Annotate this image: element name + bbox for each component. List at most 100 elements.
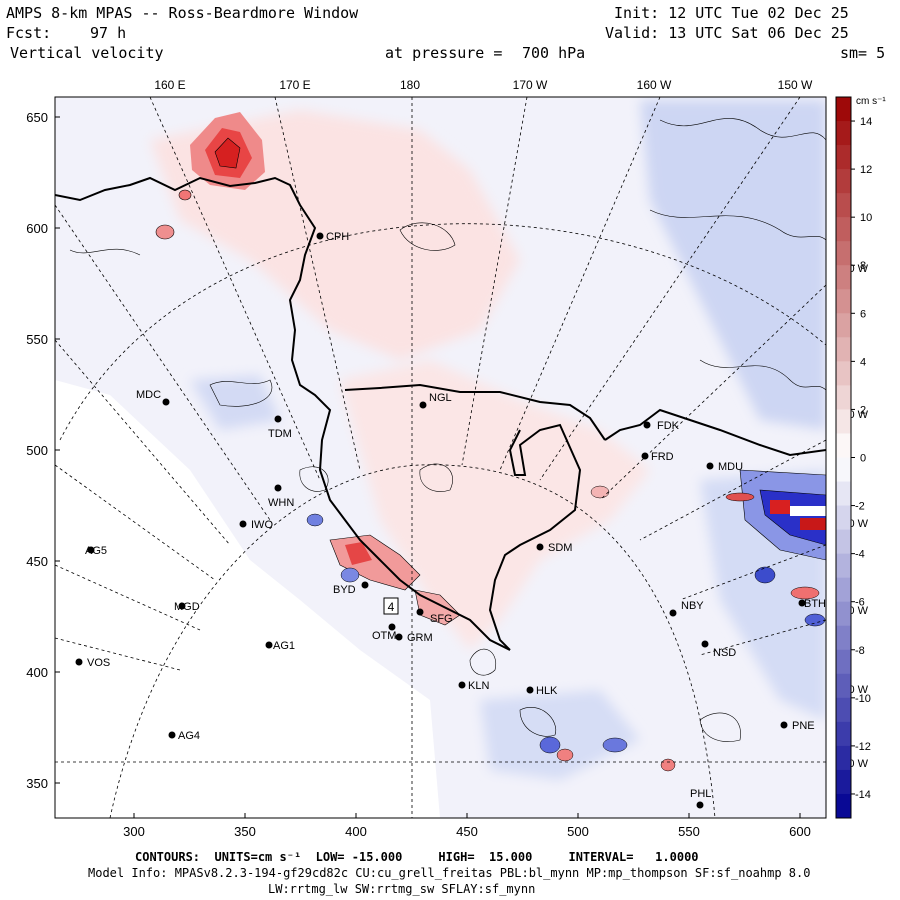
station-label-frd: FRD <box>651 451 674 463</box>
station-dot <box>669 609 677 617</box>
station-label-mgd: MGD <box>174 601 200 613</box>
colorbar-swatch <box>836 529 851 555</box>
ice-shelf-edge <box>344 383 606 441</box>
colorbar-tick-label: 12 <box>860 164 872 176</box>
station-label-sdm: SDM <box>548 542 572 554</box>
colorbar-swatch <box>836 577 851 603</box>
coastline <box>55 176 511 651</box>
colorbar-swatch <box>836 385 851 410</box>
colorbar-tick-label: -6 <box>855 597 865 609</box>
longitude-label: 160 E <box>154 78 185 92</box>
station-label-mdc: MDC <box>136 389 161 401</box>
meridian <box>699 619 826 656</box>
map-panel <box>55 97 826 818</box>
colorbar-tick-label: -10 <box>855 693 871 705</box>
station-dot <box>419 401 427 409</box>
meridian <box>599 284 826 501</box>
longitude-label: 160 W <box>637 78 672 92</box>
colorbar-swatch <box>836 409 851 434</box>
longitude-label: 150 W <box>778 78 813 92</box>
station-dot <box>87 546 95 554</box>
meridian <box>274 97 361 471</box>
colorbar: 14 12 10 8 6 4 2 0 -2 -4 -6 -8 -10 -12 -14 cm s⁻¹ <box>835 96 886 819</box>
station-dot <box>416 608 424 616</box>
contour-line <box>699 359 826 391</box>
meridian <box>55 339 231 546</box>
valid-time: Valid: 13 UTC Sat 06 Dec 25 <box>605 24 849 42</box>
station-dot <box>696 801 704 809</box>
colorbar-swatch <box>836 289 851 314</box>
colorbar-tick-label: -14 <box>855 789 871 801</box>
grounding-line <box>488 423 582 651</box>
colorbar-swatch <box>836 121 851 146</box>
colorbar-swatch <box>836 697 851 723</box>
no-data-region <box>55 380 440 818</box>
colorbar-tick-label: 4 <box>860 356 866 368</box>
station-label-bth: BTH <box>804 598 826 610</box>
model-info-2: LW:rrtmg_lw SW:rrtmg_sw SFLAY:sf_mynn <box>268 882 536 896</box>
updraft-cell <box>155 224 175 240</box>
colorbar-tick-label: -12 <box>855 741 871 753</box>
field-name: Vertical velocity <box>10 44 164 62</box>
colorbar-swatch <box>836 769 851 795</box>
colorbar-units: cm s⁻¹ <box>856 96 886 107</box>
meridian <box>149 97 321 481</box>
colorbar-tick-label: 0 <box>860 453 866 465</box>
pressure-value: 700 hPa <box>522 44 586 62</box>
downdraft-cell <box>306 513 324 527</box>
latitude-circle <box>59 223 826 441</box>
station-dot <box>75 658 83 666</box>
colorbar-swatch <box>836 433 851 458</box>
station-dot <box>316 232 324 240</box>
map-frame <box>54 96 827 819</box>
station-dot <box>274 415 282 423</box>
colorbar-swatch <box>836 553 851 579</box>
station-label-ag5: AG5 <box>85 545 107 557</box>
y-tick-label: 400 <box>26 665 48 680</box>
station-dot <box>388 623 396 631</box>
station-dot <box>162 398 170 406</box>
colorbar-swatch <box>836 601 851 627</box>
contour-line <box>659 118 826 141</box>
y-tick-label: 650 <box>26 110 48 125</box>
station-label-byd: BYD <box>333 584 356 596</box>
region-box <box>383 597 399 615</box>
station-dot <box>643 421 651 429</box>
longitude-label: 170 W <box>513 78 548 92</box>
colorbar-swatch <box>836 145 851 170</box>
meridian <box>499 97 661 471</box>
colorbar-swatch <box>836 721 851 747</box>
colorbar-swatch <box>836 97 851 122</box>
station-dot <box>798 599 806 607</box>
station-dot <box>641 452 649 460</box>
station-dot <box>265 641 273 649</box>
colorbar-tick-label: 14 <box>860 116 872 128</box>
colorbar-swatch <box>836 457 851 483</box>
x-tick-label: 400 <box>345 824 367 839</box>
y-tick-label: 500 <box>26 443 48 458</box>
station-dot <box>239 520 247 528</box>
colorbar-swatch <box>836 361 851 386</box>
contour-info: CONTOURS: UNITS=cm s⁻¹ LOW= -15.000 HIGH… <box>135 850 699 864</box>
meridian <box>639 439 826 541</box>
colorbar-tick-label: -2 <box>855 501 865 513</box>
colorbar-swatch <box>836 193 851 218</box>
negative-area-shading <box>640 100 826 430</box>
longitude-label: 180 <box>400 78 420 92</box>
contour-line <box>419 463 453 492</box>
y-tick-label: 600 <box>26 221 48 236</box>
x-tick-label: 500 <box>567 824 589 839</box>
colorbar-tick-label: 2 <box>860 404 866 416</box>
y-tick-label: 450 <box>26 554 48 569</box>
contour-line <box>299 466 329 492</box>
station-label-ag4: AG4 <box>178 730 200 742</box>
station-label-otm: OTM <box>372 630 396 642</box>
colorbar-swatch <box>836 745 851 771</box>
colorbar-swatch <box>836 169 851 194</box>
x-tick-label: 600 <box>789 824 811 839</box>
x-tick-label: 350 <box>234 824 256 839</box>
wave-dipole <box>725 469 826 627</box>
contour-line <box>209 379 273 407</box>
station-label-fdk: FDK <box>657 420 680 432</box>
forecast-label: Fcst: <box>6 24 52 42</box>
